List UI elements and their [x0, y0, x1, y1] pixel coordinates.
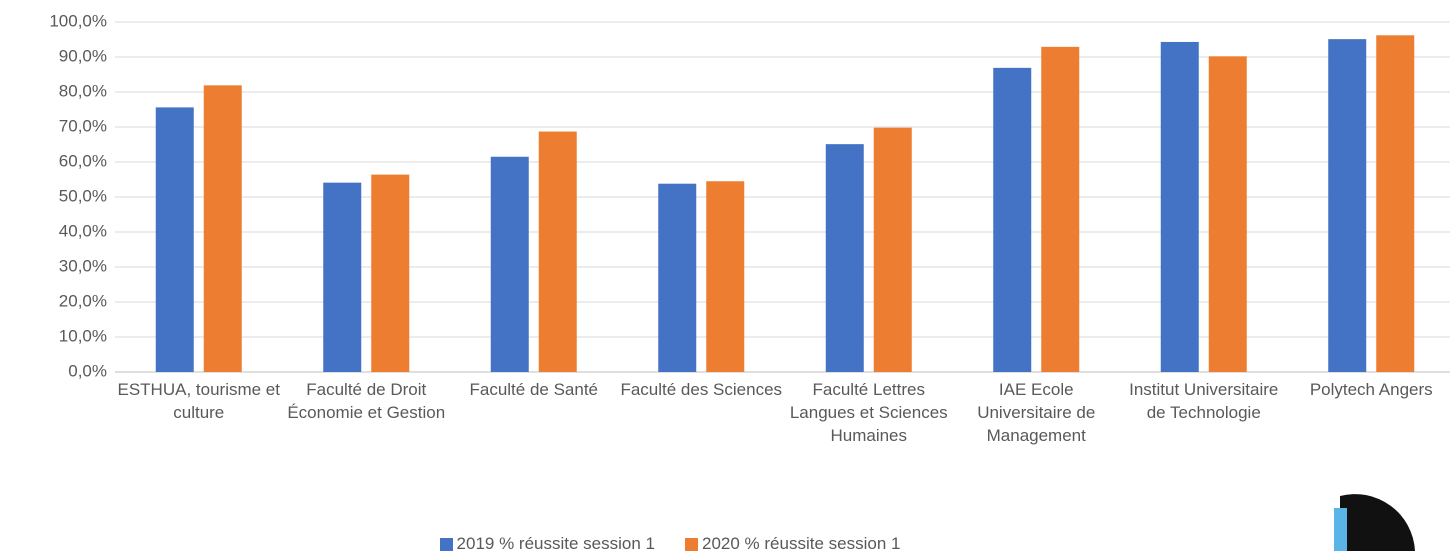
legend-item: 2020 % réussite session 1	[685, 534, 900, 554]
x-tick-label: Faculté Lettres Langues et Sciences Huma…	[789, 380, 948, 445]
legend-swatch	[685, 537, 698, 551]
x-tick-label: Polytech Angers	[1309, 380, 1433, 399]
y-tick-label: 20,0%	[59, 291, 107, 310]
y-tick-label: 30,0%	[59, 256, 107, 275]
logo-shape	[1340, 494, 1415, 551]
y-tick-label: 0,0%	[68, 361, 107, 380]
bar	[706, 181, 745, 372]
logo	[1334, 494, 1415, 551]
y-tick-label: 70,0%	[59, 116, 107, 135]
x-tick-label: ESTHUA, tourisme et culture	[117, 380, 281, 422]
bar	[538, 131, 577, 372]
y-tick-label: 40,0%	[59, 221, 107, 240]
logo-bar	[1334, 508, 1347, 551]
bar	[658, 183, 697, 372]
bar	[1328, 39, 1367, 373]
bar	[490, 156, 529, 372]
bar	[825, 144, 864, 372]
y-tick-label: 60,0%	[59, 151, 107, 170]
y-tick-label: 100,0%	[49, 11, 107, 30]
legend-label: 2020 % réussite session 1	[702, 534, 901, 553]
y-tick-label: 10,0%	[59, 326, 107, 345]
bar	[371, 174, 410, 372]
x-tick-label: IAE Ecole Universitaire de Management	[977, 380, 1096, 445]
x-tick-label: Faculté de Santé	[469, 380, 599, 399]
bar	[993, 67, 1032, 372]
legend-item: 2019 % réussite session 1	[439, 534, 655, 554]
bar	[1208, 56, 1247, 373]
bar	[155, 107, 194, 373]
y-tick-label: 80,0%	[59, 81, 107, 100]
y-tick-label: 90,0%	[59, 46, 107, 65]
x-tick-label: Faculté des Sciences	[620, 380, 783, 399]
bar	[1160, 41, 1199, 372]
bar	[873, 127, 912, 372]
bar	[1041, 46, 1080, 372]
y-tick-label: 50,0%	[59, 186, 107, 205]
bar	[203, 85, 242, 372]
x-tick-label: Institut Universitaire de Technologie	[1129, 380, 1279, 422]
x-tick-label: Faculté de Droit Économie et Gestion	[287, 380, 446, 422]
bar	[1376, 35, 1415, 373]
legend-label: 2019 % réussite session 1	[456, 534, 655, 553]
legend-swatch	[439, 537, 453, 551]
legend: 2019 % réussite session 1 2020 % réussite…	[0, 534, 1340, 554]
bar	[323, 182, 362, 372]
